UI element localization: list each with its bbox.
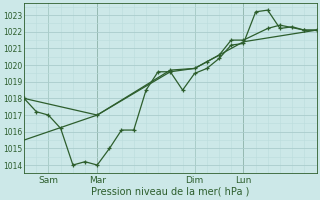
X-axis label: Pression niveau de la mer( hPa ): Pression niveau de la mer( hPa ): [91, 187, 250, 197]
